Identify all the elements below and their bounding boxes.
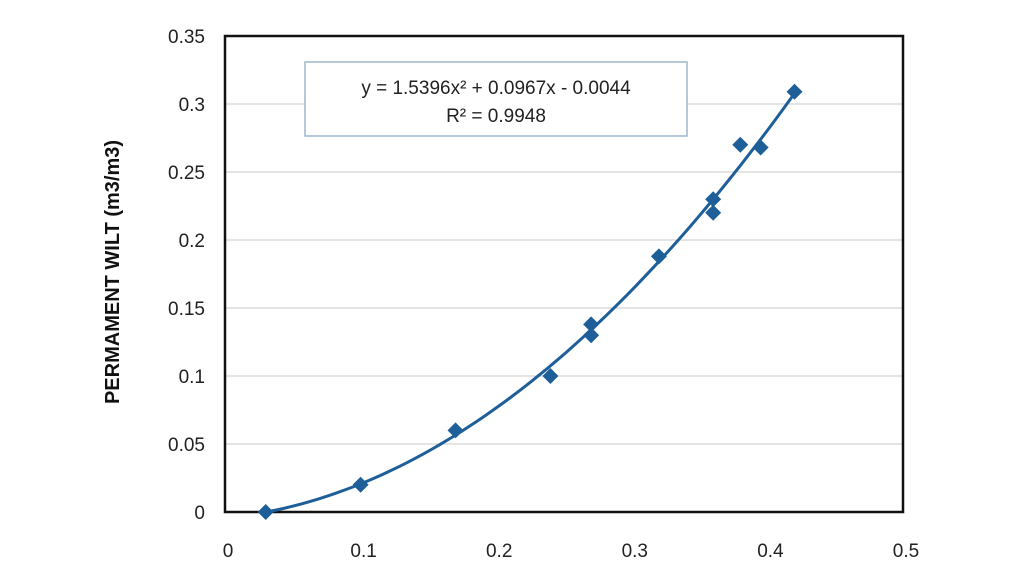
y-tick-label: 0.05	[168, 435, 205, 456]
data-point	[752, 139, 769, 156]
x-tick-label: 0.4	[757, 541, 784, 562]
x-tick-label: 0.1	[350, 541, 376, 562]
data-point	[705, 191, 722, 208]
trendline-equation: y = 1.5396x² + 0.0967x - 0.0044	[361, 78, 631, 99]
data-point	[650, 248, 667, 265]
data-point	[257, 504, 274, 520]
data-point	[447, 422, 464, 439]
x-tick-label: 0.2	[486, 541, 512, 562]
y-tick-label: 0.15	[168, 299, 205, 320]
y-tick-label: 0.3	[179, 95, 205, 116]
plot-frame	[223, 34, 905, 514]
r-squared: R² = 0.9948	[446, 106, 546, 127]
equation-box	[304, 61, 688, 137]
y-tick-label: 0.25	[168, 163, 205, 184]
data-point	[583, 316, 600, 333]
data-point	[705, 204, 722, 221]
y-tick-label: 0.2	[179, 231, 205, 252]
x-tick-label: 0.3	[622, 541, 648, 562]
y-tick-labels: 0 0.05 0.1 0.15 0.2 0.25 0.3 0.35	[168, 27, 205, 524]
x-tick-label: 0.5	[893, 541, 919, 562]
x-tick-labels: 0 0.1 0.2 0.3 0.4 0.5	[223, 541, 920, 562]
data-points	[257, 83, 803, 520]
data-point	[583, 327, 600, 344]
trendline	[265, 92, 796, 514]
data-point	[786, 83, 803, 100]
data-point	[542, 368, 559, 384]
x-tick-label: 0	[223, 541, 234, 562]
gridlines	[225, 103, 903, 445]
data-point	[352, 476, 369, 493]
y-axis-label: PERMAMENT WILT (m3/m3)	[102, 140, 124, 404]
data-point	[732, 136, 749, 153]
y-tick-label: 0	[194, 503, 205, 524]
y-tick-label: 0.1	[179, 367, 205, 388]
y-tick-label: 0.35	[168, 27, 205, 48]
